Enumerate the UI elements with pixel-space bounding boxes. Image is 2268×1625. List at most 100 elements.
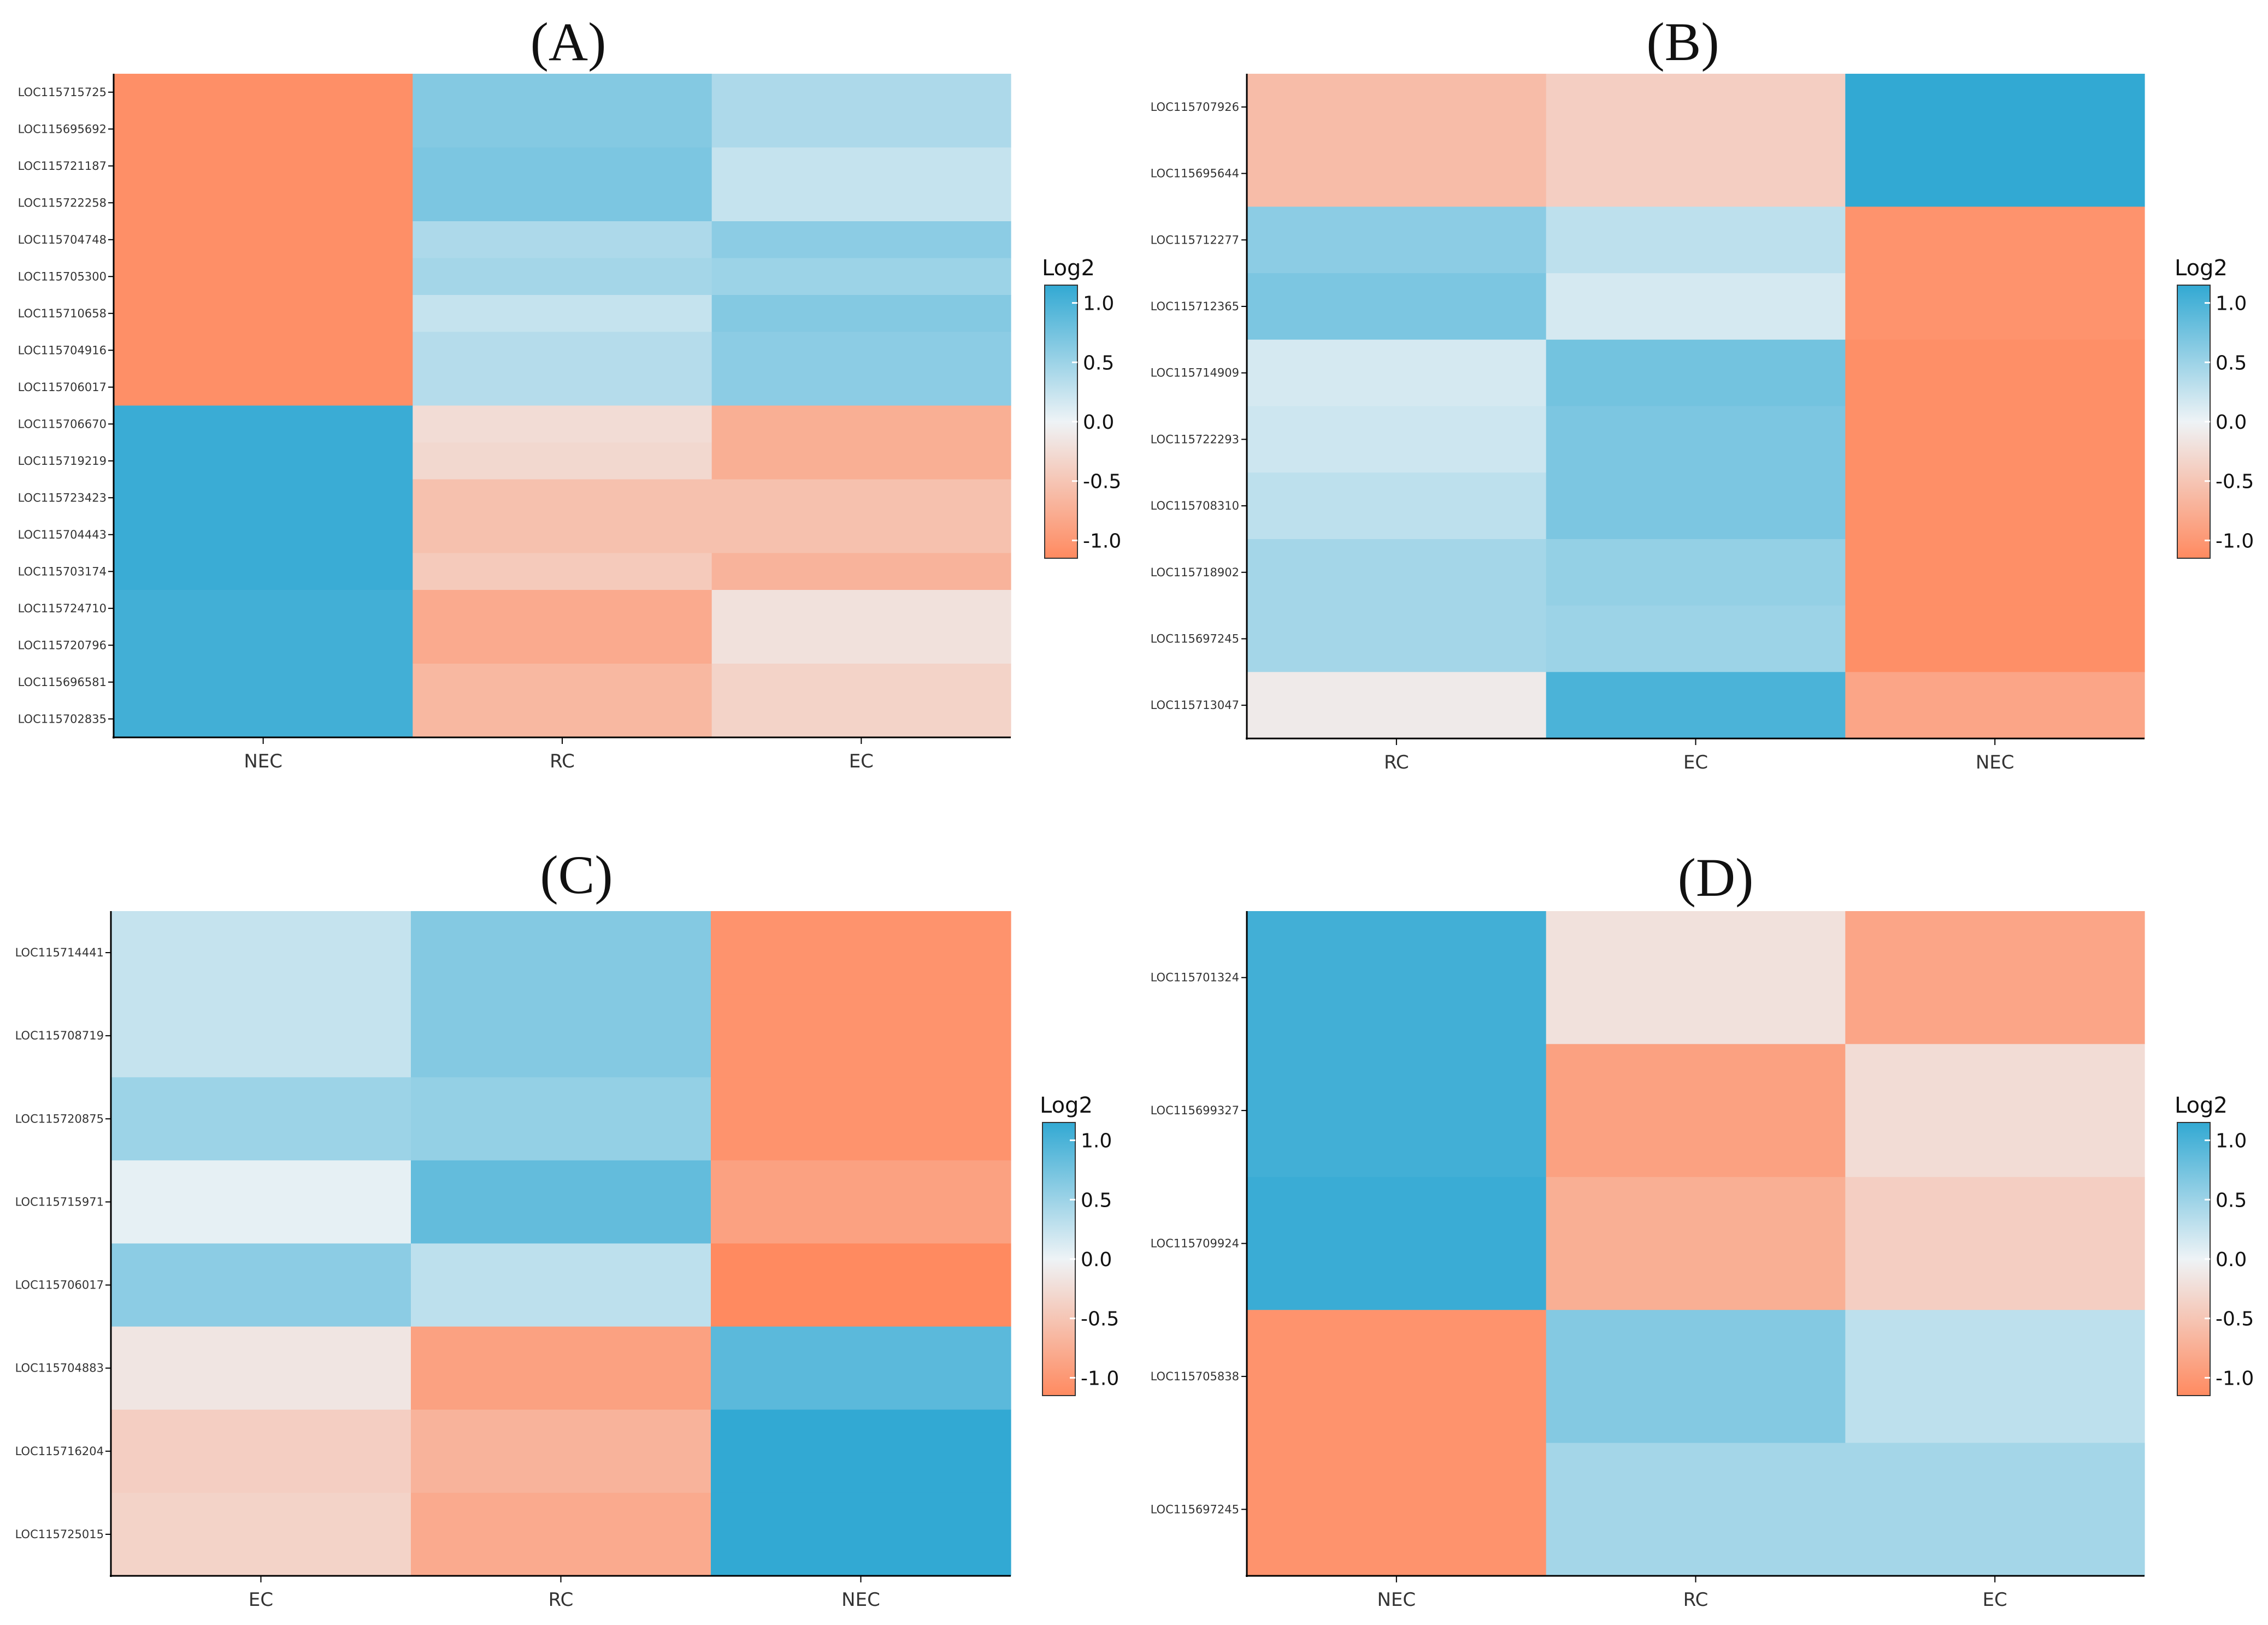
row-label-a-6: LOC115710658 (18, 307, 107, 320)
legend-tick-d-3: -0.5 (2216, 1308, 2254, 1331)
heatmap-panel-d: (D) LOC115701324 LOC115699327 LOC115709924 L… (1151, 847, 2254, 1611)
heatmap-cell-a-17-2 (711, 700, 1011, 738)
heatmap-cell-a-7-0 (114, 332, 413, 369)
heatmap-cell-a-6-0 (114, 295, 413, 333)
row-label-b-3: LOC115712365 (1151, 300, 1239, 313)
heatmap-cell-a-12-2 (711, 516, 1011, 554)
heatmap-cell-a-16-2 (711, 664, 1011, 701)
row-label-a-15: LOC115720796 (18, 639, 107, 652)
col-label-b-0: RC (1384, 752, 1409, 773)
heatmap-cell-a-15-1 (413, 627, 712, 664)
heatmap-cell-c-4-1 (411, 1243, 711, 1327)
heatmap-cell-d-2-2 (1845, 1177, 2145, 1310)
col-label-c-1: RC (549, 1589, 574, 1611)
heatmap-cell-b-3-1 (1546, 273, 1846, 340)
legend-tick-a-0: 1.0 (1083, 293, 1114, 315)
legend-title-a: Log2 (1042, 256, 1095, 281)
heatmap-cell-b-9-2 (1845, 672, 2145, 739)
legend-tick-d-4: -1.0 (2216, 1367, 2254, 1390)
heatmap-cell-a-8-2 (711, 369, 1011, 406)
heatmap-cell-a-14-2 (711, 590, 1011, 628)
heatmap-cell-d-3-0 (1247, 1310, 1547, 1444)
heatmap-cell-a-12-0 (114, 516, 413, 554)
heatmap-panel-b: (B) LOC115707926 LOC115695644 LOC115712277 L… (1151, 11, 2254, 773)
heatmap-cell-c-1-0 (111, 994, 411, 1078)
col-label-a-0: NEC (244, 751, 282, 772)
heatmap-cell-a-8-1 (413, 369, 712, 406)
heatmap-cell-d-2-1 (1546, 1177, 1846, 1310)
heatmap-cell-a-12-1 (413, 516, 712, 554)
row-label-c-0: LOC115714441 (15, 946, 104, 959)
heatmap-cell-c-7-0 (111, 1492, 411, 1576)
row-label-d-0: LOC115701324 (1151, 971, 1239, 984)
row-label-c-1: LOC115708719 (15, 1029, 104, 1042)
heatmap-cell-a-6-1 (413, 295, 712, 333)
row-label-b-0: LOC115707926 (1151, 101, 1239, 114)
row-label-a-5: LOC115705300 (18, 270, 107, 283)
heatmap-cell-b-4-0 (1247, 339, 1547, 407)
heatmap-cell-c-1-2 (711, 994, 1011, 1078)
heatmap-cell-c-1-1 (411, 994, 711, 1078)
heatmap-cell-a-7-2 (711, 332, 1011, 369)
heatmap-cell-c-6-1 (411, 1409, 711, 1493)
row-label-c-3: LOC115715971 (15, 1195, 104, 1208)
heatmap-cell-a-0-0 (114, 74, 413, 111)
heatmap-cell-a-10-1 (413, 442, 712, 480)
row-label-a-14: LOC115724710 (18, 602, 107, 615)
legend-tick-d-2: 0.0 (2216, 1249, 2247, 1271)
heatmap-cell-a-3-2 (711, 184, 1011, 222)
col-label-c-0: EC (249, 1589, 273, 1611)
heatmap-cell-a-3-0 (114, 184, 413, 222)
heatmap-cell-a-15-2 (711, 627, 1011, 664)
col-label-d-2: EC (1983, 1589, 2007, 1611)
heatmap-cell-c-3-2 (711, 1160, 1011, 1244)
heatmap-cell-a-1-2 (711, 110, 1011, 148)
heatmap-cell-b-8-0 (1247, 605, 1547, 672)
legend-tick-b-0: 1.0 (2216, 293, 2247, 315)
heatmap-cell-a-11-1 (413, 479, 712, 517)
row-label-a-13: LOC115703174 (18, 565, 107, 578)
heatmap-cell-d-1-2 (1845, 1044, 2145, 1178)
panel-title-d: (D) (1678, 847, 1754, 908)
row-label-b-8: LOC115697245 (1151, 632, 1239, 645)
heatmap-cell-d-0-2 (1845, 911, 2145, 1044)
row-label-c-2: LOC115720875 (15, 1112, 104, 1125)
row-label-d-4: LOC115697245 (1151, 1503, 1239, 1516)
heatmap-cell-c-2-1 (411, 1077, 711, 1161)
heatmap-cell-a-5-0 (114, 258, 413, 296)
row-label-c-6: LOC115716204 (15, 1445, 104, 1458)
heatmap-cell-a-0-2 (711, 74, 1011, 111)
heatmap-cell-a-1-1 (413, 110, 712, 148)
row-label-d-1: LOC115699327 (1151, 1104, 1239, 1117)
row-label-a-10: LOC115719219 (18, 454, 107, 468)
heatmap-cell-b-0-2 (1845, 74, 2145, 141)
legend-title-d: Log2 (2175, 1093, 2228, 1118)
heatmap-cell-a-4-0 (114, 221, 413, 259)
heatmap-cell-a-9-0 (114, 405, 413, 443)
legend-tick-a-4: -1.0 (1083, 530, 1121, 552)
row-label-b-4: LOC115714909 (1151, 367, 1239, 380)
row-label-b-1: LOC115695644 (1151, 167, 1239, 180)
heatmap-cell-b-3-0 (1247, 273, 1547, 340)
row-label-d-2: LOC115709924 (1151, 1237, 1239, 1250)
legend-tick-c-0: 1.0 (1081, 1130, 1112, 1153)
legend-tick-b-3: -0.5 (2216, 471, 2254, 493)
heatmap-cell-d-0-1 (1546, 911, 1846, 1044)
col-label-c-2: NEC (841, 1589, 880, 1611)
row-label-c-4: LOC115706017 (15, 1279, 104, 1292)
heatmap-cell-a-15-0 (114, 627, 413, 664)
heatmap-cell-b-2-0 (1247, 206, 1547, 274)
row-label-a-8: LOC115706017 (18, 381, 107, 394)
heatmap-cell-b-1-0 (1247, 140, 1547, 207)
heatmap-cell-c-2-0 (111, 1077, 411, 1161)
legend-tick-c-2: 0.0 (1081, 1249, 1112, 1271)
heatmap-cell-d-4-2 (1845, 1443, 2145, 1576)
heatmap-cell-b-5-2 (1845, 406, 2145, 473)
heatmap-cell-a-13-1 (413, 553, 712, 590)
row-label-c-7: LOC115725015 (15, 1528, 104, 1541)
heatmap-cell-a-11-0 (114, 479, 413, 517)
heatmap-cell-a-16-1 (413, 664, 712, 701)
row-label-c-5: LOC115704883 (15, 1362, 104, 1375)
heatmap-cell-b-2-2 (1845, 206, 2145, 274)
